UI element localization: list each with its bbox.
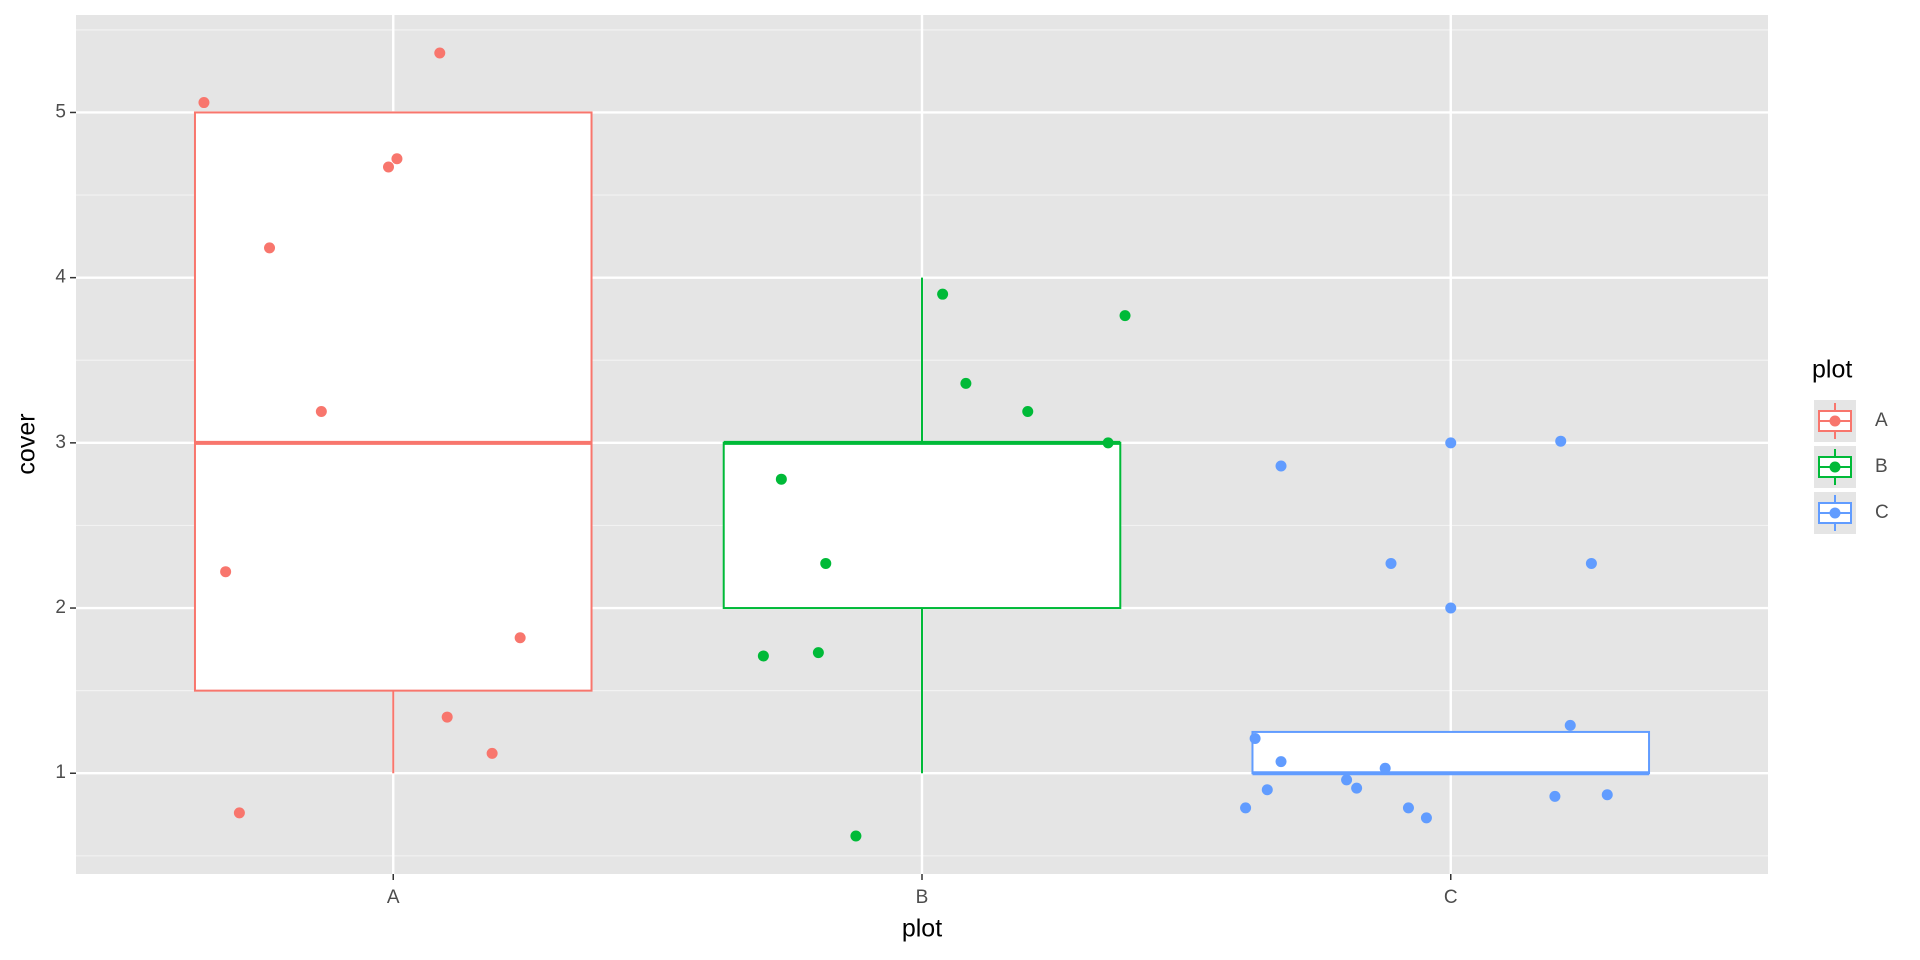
legend-label: A — [1875, 410, 1888, 431]
point — [1102, 437, 1114, 449]
point — [1445, 602, 1457, 614]
point — [820, 557, 832, 569]
y-tick-label: 2 — [55, 597, 66, 618]
legend-title: plot — [1812, 356, 1852, 384]
legend-label: C — [1875, 502, 1889, 523]
point — [441, 711, 453, 723]
point — [812, 647, 824, 659]
point — [1275, 756, 1287, 768]
point — [1385, 557, 1397, 569]
x-tick-label: C — [1444, 887, 1458, 908]
point — [1564, 719, 1576, 731]
point — [1022, 405, 1034, 417]
point — [1351, 782, 1363, 794]
y-tick-label: 5 — [55, 101, 66, 122]
legend-key-point — [1829, 415, 1841, 427]
point — [382, 161, 394, 173]
box — [722, 441, 1122, 610]
point — [1585, 557, 1597, 569]
point — [198, 97, 210, 109]
point — [233, 807, 245, 819]
y-axis-title: cover — [13, 413, 41, 474]
point — [220, 566, 232, 578]
x-axis-title: plot — [902, 915, 942, 943]
point — [1261, 784, 1273, 796]
point — [1341, 774, 1353, 786]
point — [1555, 435, 1567, 447]
legend-key-point — [1829, 507, 1841, 519]
y-tick-label: 3 — [55, 432, 66, 453]
point — [1445, 437, 1457, 449]
point — [486, 747, 498, 759]
point — [757, 650, 769, 662]
point — [264, 242, 276, 254]
x-tick-label: B — [916, 887, 929, 908]
point — [1402, 802, 1414, 814]
box — [1251, 730, 1651, 775]
point — [1420, 812, 1432, 824]
legend-label: B — [1875, 456, 1888, 477]
point — [315, 405, 327, 417]
legend-key-point — [1829, 461, 1841, 473]
point — [1379, 762, 1391, 774]
point — [1601, 789, 1613, 801]
point — [775, 473, 787, 485]
point — [1240, 802, 1252, 814]
point — [960, 377, 972, 389]
point — [937, 288, 949, 300]
point — [1119, 310, 1131, 322]
point — [1275, 460, 1287, 472]
point — [1249, 733, 1261, 745]
y-tick-label: 4 — [55, 267, 66, 288]
point — [850, 830, 862, 842]
y-tick-label: 1 — [55, 762, 66, 783]
point — [391, 153, 403, 165]
x-tick-label: A — [387, 887, 400, 908]
point — [514, 632, 526, 644]
point — [434, 47, 446, 59]
point — [1549, 790, 1561, 802]
box — [193, 111, 593, 692]
